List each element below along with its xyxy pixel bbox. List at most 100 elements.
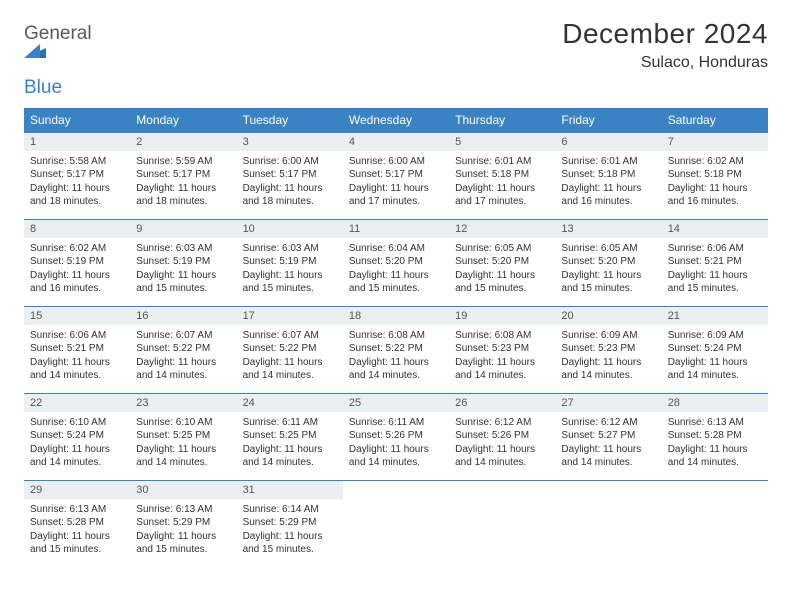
- calendar-header-row: SundayMondayTuesdayWednesdayThursdayFrid…: [24, 108, 768, 133]
- day-header: Friday: [555, 108, 661, 133]
- day-number: 20: [555, 307, 661, 325]
- sunset-text: Sunset: 5:17 PM: [349, 168, 443, 182]
- location-label: Sulaco, Honduras: [562, 54, 768, 72]
- daylight-text: Daylight: 11 hours and 14 minutes.: [668, 356, 762, 383]
- day-body: Sunrise: 6:13 AMSunset: 5:29 PMDaylight:…: [130, 499, 236, 567]
- sunset-text: Sunset: 5:21 PM: [668, 255, 762, 269]
- sunset-text: Sunset: 5:23 PM: [455, 342, 549, 356]
- sunrise-text: Sunrise: 6:04 AM: [349, 242, 443, 256]
- daylight-text: Daylight: 11 hours and 16 minutes.: [561, 182, 655, 209]
- sunrise-text: Sunrise: 6:02 AM: [30, 242, 124, 256]
- sunset-text: Sunset: 5:25 PM: [243, 429, 337, 443]
- page-title: December 2024: [562, 18, 768, 50]
- calendar-cell: 26Sunrise: 6:12 AMSunset: 5:26 PMDayligh…: [449, 393, 555, 480]
- sunrise-text: Sunrise: 6:03 AM: [243, 242, 337, 256]
- calendar-week-row: 22Sunrise: 6:10 AMSunset: 5:24 PMDayligh…: [24, 393, 768, 480]
- day-body: Sunrise: 6:07 AMSunset: 5:22 PMDaylight:…: [237, 325, 343, 393]
- day-header: Monday: [130, 108, 236, 133]
- day-body: Sunrise: 6:01 AMSunset: 5:18 PMDaylight:…: [449, 151, 555, 219]
- sunrise-text: Sunrise: 6:11 AM: [349, 416, 443, 430]
- calendar-cell: 28Sunrise: 6:13 AMSunset: 5:28 PMDayligh…: [662, 393, 768, 480]
- calendar-cell: 8Sunrise: 6:02 AMSunset: 5:19 PMDaylight…: [24, 219, 130, 306]
- daylight-text: Daylight: 11 hours and 14 minutes.: [561, 443, 655, 470]
- sunset-text: Sunset: 5:18 PM: [561, 168, 655, 182]
- day-number: 30: [130, 481, 236, 499]
- sunset-text: Sunset: 5:24 PM: [668, 342, 762, 356]
- sunrise-text: Sunrise: 6:05 AM: [455, 242, 549, 256]
- calendar-cell: 11Sunrise: 6:04 AMSunset: 5:20 PMDayligh…: [343, 219, 449, 306]
- sunrise-text: Sunrise: 6:00 AM: [243, 155, 337, 169]
- day-number: 25: [343, 394, 449, 412]
- day-number: 13: [555, 220, 661, 238]
- calendar-cell: 27Sunrise: 6:12 AMSunset: 5:27 PMDayligh…: [555, 393, 661, 480]
- day-header: Thursday: [449, 108, 555, 133]
- day-body: Sunrise: 6:04 AMSunset: 5:20 PMDaylight:…: [343, 238, 449, 306]
- day-body: Sunrise: 5:58 AMSunset: 5:17 PMDaylight:…: [24, 151, 130, 219]
- logo: General Blue: [24, 18, 92, 98]
- calendar-table: SundayMondayTuesdayWednesdayThursdayFrid…: [24, 108, 768, 567]
- day-number: 5: [449, 133, 555, 151]
- daylight-text: Daylight: 11 hours and 15 minutes.: [30, 530, 124, 557]
- day-number: 26: [449, 394, 555, 412]
- day-number: 22: [24, 394, 130, 412]
- sunrise-text: Sunrise: 6:02 AM: [668, 155, 762, 169]
- daylight-text: Daylight: 11 hours and 14 minutes.: [561, 356, 655, 383]
- day-number: 10: [237, 220, 343, 238]
- day-body: Sunrise: 6:09 AMSunset: 5:24 PMDaylight:…: [662, 325, 768, 393]
- daylight-text: Daylight: 11 hours and 15 minutes.: [243, 530, 337, 557]
- daylight-text: Daylight: 11 hours and 18 minutes.: [136, 182, 230, 209]
- calendar-cell: 3Sunrise: 6:00 AMSunset: 5:17 PMDaylight…: [237, 132, 343, 219]
- sunset-text: Sunset: 5:26 PM: [349, 429, 443, 443]
- sunset-text: Sunset: 5:19 PM: [30, 255, 124, 269]
- calendar-cell: 13Sunrise: 6:05 AMSunset: 5:20 PMDayligh…: [555, 219, 661, 306]
- calendar-cell: 23Sunrise: 6:10 AMSunset: 5:25 PMDayligh…: [130, 393, 236, 480]
- day-number: 16: [130, 307, 236, 325]
- daylight-text: Daylight: 11 hours and 15 minutes.: [561, 269, 655, 296]
- day-body: Sunrise: 6:06 AMSunset: 5:21 PMDaylight:…: [24, 325, 130, 393]
- sunset-text: Sunset: 5:22 PM: [136, 342, 230, 356]
- sunset-text: Sunset: 5:20 PM: [349, 255, 443, 269]
- calendar-cell: 9Sunrise: 6:03 AMSunset: 5:19 PMDaylight…: [130, 219, 236, 306]
- sunrise-text: Sunrise: 6:13 AM: [30, 503, 124, 517]
- day-number: 29: [24, 481, 130, 499]
- daylight-text: Daylight: 11 hours and 16 minutes.: [668, 182, 762, 209]
- sunrise-text: Sunrise: 6:07 AM: [136, 329, 230, 343]
- sunset-text: Sunset: 5:17 PM: [243, 168, 337, 182]
- daylight-text: Daylight: 11 hours and 14 minutes.: [455, 443, 549, 470]
- day-number: 15: [24, 307, 130, 325]
- day-body: Sunrise: 6:09 AMSunset: 5:23 PMDaylight:…: [555, 325, 661, 393]
- day-body: Sunrise: 5:59 AMSunset: 5:17 PMDaylight:…: [130, 151, 236, 219]
- sunset-text: Sunset: 5:17 PM: [30, 168, 124, 182]
- day-number: 19: [449, 307, 555, 325]
- sunrise-text: Sunrise: 6:08 AM: [455, 329, 549, 343]
- sunrise-text: Sunrise: 6:06 AM: [668, 242, 762, 256]
- daylight-text: Daylight: 11 hours and 14 minutes.: [136, 356, 230, 383]
- calendar-cell: 25Sunrise: 6:11 AMSunset: 5:26 PMDayligh…: [343, 393, 449, 480]
- calendar-cell: 7Sunrise: 6:02 AMSunset: 5:18 PMDaylight…: [662, 132, 768, 219]
- day-body: Sunrise: 6:13 AMSunset: 5:28 PMDaylight:…: [24, 499, 130, 567]
- sunset-text: Sunset: 5:22 PM: [349, 342, 443, 356]
- day-number: 31: [237, 481, 343, 499]
- logo-text: General Blue: [24, 24, 92, 98]
- sunset-text: Sunset: 5:23 PM: [561, 342, 655, 356]
- sunset-text: Sunset: 5:27 PM: [561, 429, 655, 443]
- sunset-text: Sunset: 5:25 PM: [136, 429, 230, 443]
- day-body: Sunrise: 6:07 AMSunset: 5:22 PMDaylight:…: [130, 325, 236, 393]
- calendar-cell: 20Sunrise: 6:09 AMSunset: 5:23 PMDayligh…: [555, 306, 661, 393]
- sunrise-text: Sunrise: 6:09 AM: [561, 329, 655, 343]
- calendar-cell: 10Sunrise: 6:03 AMSunset: 5:19 PMDayligh…: [237, 219, 343, 306]
- daylight-text: Daylight: 11 hours and 14 minutes.: [243, 356, 337, 383]
- calendar-cell: 31Sunrise: 6:14 AMSunset: 5:29 PMDayligh…: [237, 480, 343, 567]
- day-body: Sunrise: 6:12 AMSunset: 5:27 PMDaylight:…: [555, 412, 661, 480]
- logo-word-blue: Blue: [24, 77, 62, 98]
- daylight-text: Daylight: 11 hours and 14 minutes.: [243, 443, 337, 470]
- daylight-text: Daylight: 11 hours and 18 minutes.: [30, 182, 124, 209]
- day-number: 1: [24, 133, 130, 151]
- daylight-text: Daylight: 11 hours and 14 minutes.: [136, 443, 230, 470]
- day-body: Sunrise: 6:10 AMSunset: 5:24 PMDaylight:…: [24, 412, 130, 480]
- daylight-text: Daylight: 11 hours and 15 minutes.: [668, 269, 762, 296]
- day-body: Sunrise: 6:00 AMSunset: 5:17 PMDaylight:…: [237, 151, 343, 219]
- day-number: 4: [343, 133, 449, 151]
- day-body: Sunrise: 6:03 AMSunset: 5:19 PMDaylight:…: [130, 238, 236, 306]
- daylight-text: Daylight: 11 hours and 14 minutes.: [30, 356, 124, 383]
